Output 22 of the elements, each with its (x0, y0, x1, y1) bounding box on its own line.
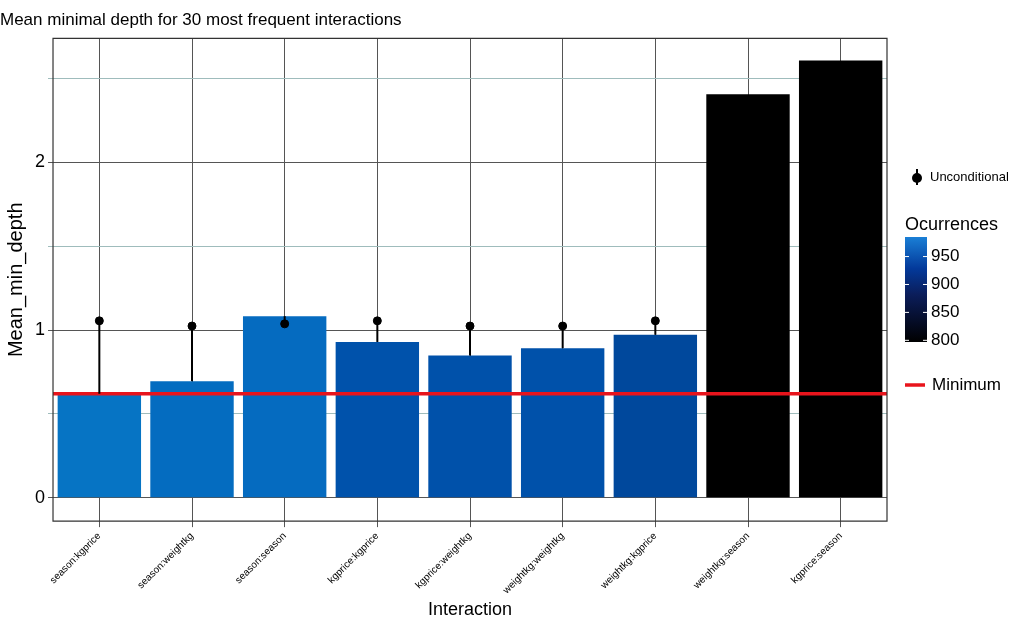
color-bar-label: 800 (931, 330, 960, 350)
x-axis-title: Interaction (427, 599, 513, 620)
bar (520, 348, 605, 498)
color-bar-label: 850 (931, 302, 960, 322)
bar (798, 60, 883, 498)
chart-title: Mean minimal depth for 30 most frequent interactions (0, 9, 402, 29)
color-bar-title: Ocurrences (905, 213, 999, 234)
y-tick-label: 0 (35, 486, 46, 507)
color-bar-label: 950 (931, 246, 960, 266)
y-tick-label: 1 (35, 319, 46, 340)
color-bar-label: 900 (931, 274, 960, 294)
bar (613, 334, 698, 498)
y-axis-title: Mean_min_depth (3, 202, 27, 358)
legend-label: Unconditional (930, 168, 1009, 184)
bar (242, 316, 327, 498)
bar (335, 341, 420, 498)
ref-line-label: Minimum (932, 374, 1001, 394)
bar (57, 393, 142, 498)
bar (150, 381, 234, 498)
y-tick-label: 2 (35, 151, 46, 172)
bar (428, 355, 512, 498)
bar (706, 94, 790, 498)
